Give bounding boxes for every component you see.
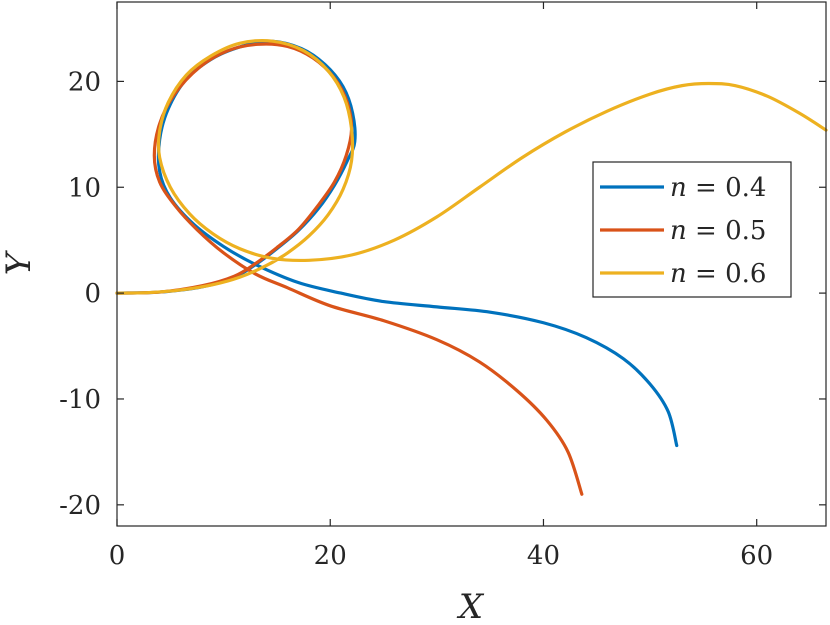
- y-tick-label: 20: [68, 67, 101, 97]
- series-layer: [115, 39, 828, 496]
- y-axis-label: Y: [0, 249, 39, 275]
- series-line-2: [115, 42, 584, 496]
- y-tick-label: 10: [68, 173, 101, 203]
- x-axis-label: X: [456, 587, 485, 625]
- legend-label-1: n = 0.4: [670, 173, 766, 203]
- ticks-layer: 0 20 40 60 -20 -10 0 10 20: [59, 2, 826, 571]
- plot-frame: [116, 1, 827, 527]
- x-tick-label: 40: [527, 541, 560, 571]
- series-line-3: [115, 39, 828, 295]
- legend: n = 0.4 n = 0.5 n = 0.6: [592, 161, 792, 298]
- x-tick-label: 20: [314, 541, 347, 571]
- y-tick-label: -20: [59, 491, 101, 521]
- legend-label-3: n = 0.6: [670, 259, 766, 289]
- legend-label-2: n = 0.5: [670, 216, 766, 246]
- x-tick-label: 0: [109, 541, 126, 571]
- y-tick-label: 0: [84, 279, 101, 309]
- x-tick-label: 60: [740, 541, 773, 571]
- y-tick-label: -10: [59, 385, 101, 415]
